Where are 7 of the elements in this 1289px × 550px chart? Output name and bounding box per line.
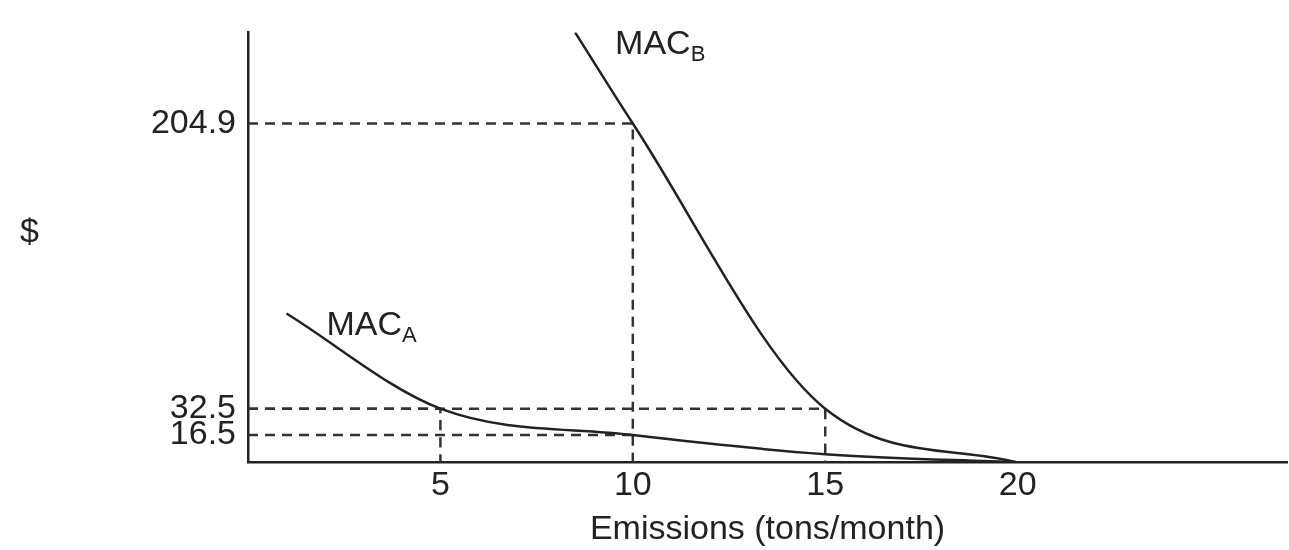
x-tick-label: 10 bbox=[613, 464, 652, 503]
x-tick-label: 20 bbox=[998, 464, 1037, 503]
x-axis-title: Emissions (tons/month) bbox=[589, 507, 946, 546]
y-axis-title: $ bbox=[20, 210, 39, 249]
x-tick-label: 5 bbox=[430, 464, 450, 503]
y-tick-label: 204.9 bbox=[150, 101, 236, 140]
x-tick-label: 15 bbox=[806, 464, 845, 503]
